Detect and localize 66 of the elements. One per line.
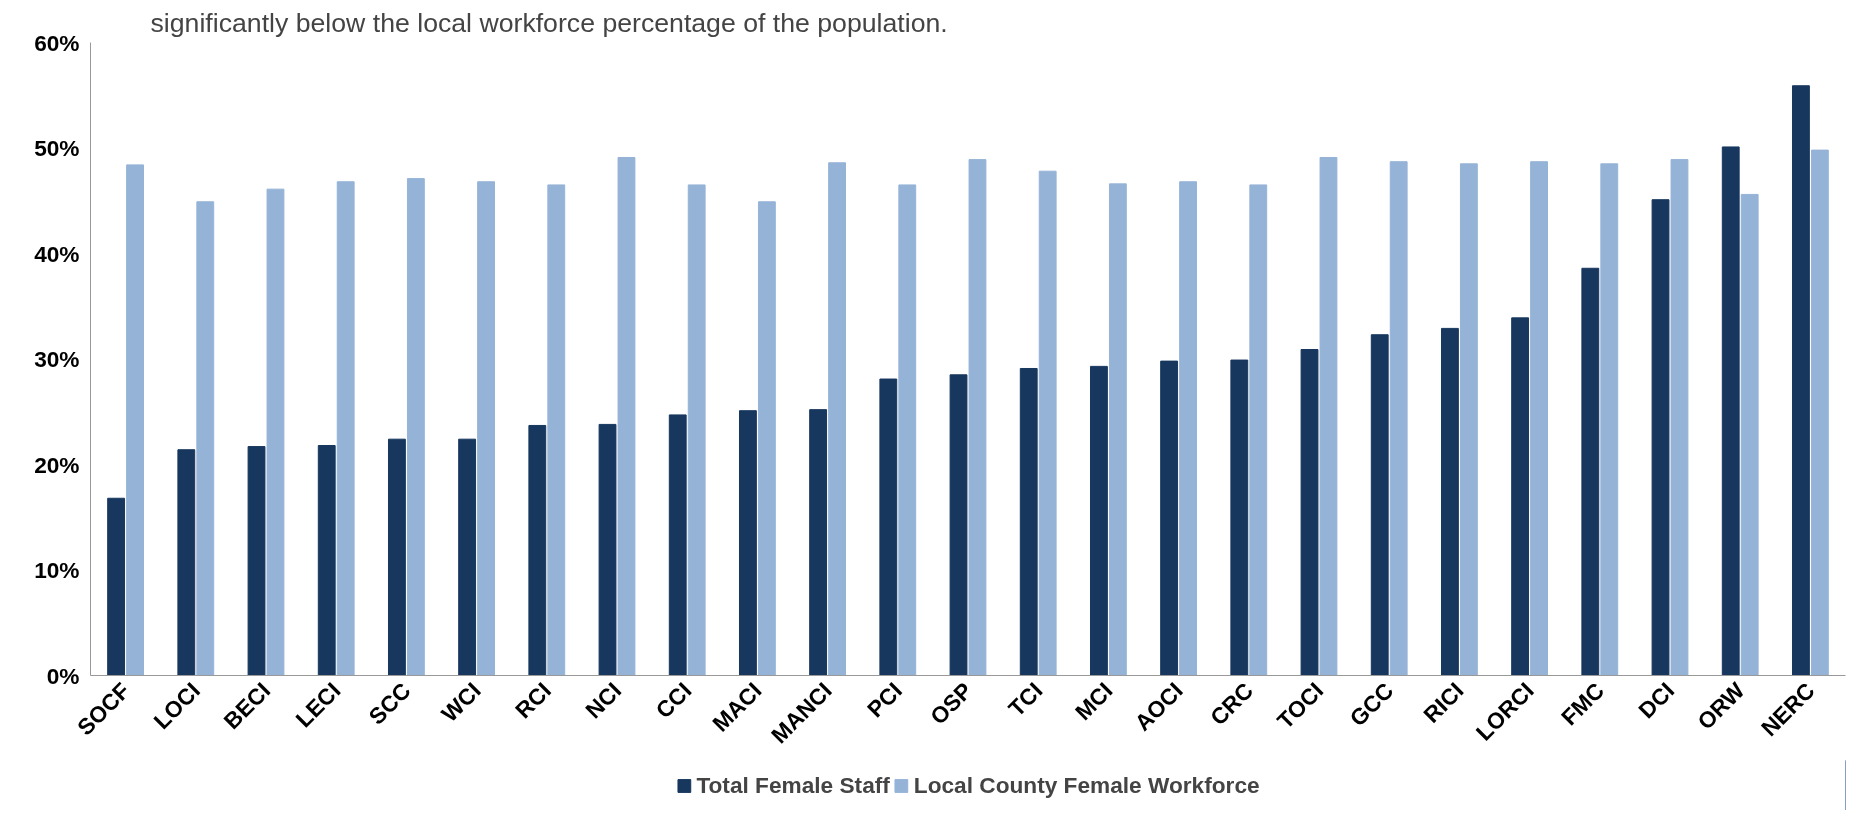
bar bbox=[1459, 163, 1478, 676]
bar bbox=[547, 184, 566, 676]
y-tick-label: 40% bbox=[34, 240, 80, 267]
bar bbox=[1511, 317, 1530, 676]
bar bbox=[1600, 163, 1619, 676]
bar bbox=[1249, 184, 1268, 676]
bar bbox=[1300, 349, 1319, 676]
bar bbox=[598, 423, 617, 676]
bar bbox=[617, 156, 636, 676]
bar bbox=[1038, 170, 1057, 676]
bar bbox=[1441, 327, 1459, 676]
bar bbox=[107, 497, 126, 676]
legend-label: Total Female Staff bbox=[696, 771, 890, 799]
bar bbox=[1108, 183, 1127, 676]
x-tick-label: TCI bbox=[1003, 677, 1048, 722]
bar bbox=[1581, 267, 1600, 676]
bar bbox=[879, 378, 898, 676]
bar bbox=[1389, 161, 1408, 676]
bar bbox=[949, 374, 968, 676]
bar bbox=[1792, 85, 1810, 676]
bar bbox=[388, 438, 406, 676]
bar bbox=[1160, 360, 1179, 676]
bar bbox=[477, 181, 495, 676]
bar bbox=[406, 178, 425, 676]
bar bbox=[898, 184, 917, 676]
bar bbox=[458, 438, 477, 676]
x-tick-label: PCI bbox=[861, 677, 907, 723]
bar bbox=[1319, 156, 1338, 676]
bar bbox=[757, 201, 776, 676]
legend-label: Local County Female Workforce bbox=[913, 771, 1260, 799]
y-tick-label: 20% bbox=[34, 451, 80, 478]
bar bbox=[1810, 149, 1829, 676]
y-tick-label: 60% bbox=[34, 29, 80, 56]
bar bbox=[247, 446, 266, 676]
bar bbox=[809, 409, 828, 676]
bar bbox=[196, 201, 215, 676]
bar bbox=[317, 445, 336, 676]
bar bbox=[687, 184, 706, 676]
bar bbox=[177, 449, 196, 676]
x-tick-label: NCI bbox=[580, 677, 627, 724]
bar bbox=[1651, 199, 1670, 676]
x-tick-label: DCI bbox=[1633, 677, 1680, 724]
bar bbox=[1740, 193, 1759, 676]
y-tick-label: 50% bbox=[34, 135, 80, 161]
bar bbox=[266, 188, 285, 676]
y-tick-label: 30% bbox=[34, 346, 80, 372]
bar bbox=[126, 164, 144, 676]
bar bbox=[1370, 334, 1389, 676]
bar bbox=[668, 414, 687, 676]
bar bbox=[1019, 367, 1038, 676]
y-tick-label: 0% bbox=[46, 662, 80, 689]
chart-title: significantly below the local workforce percentage of the population. bbox=[150, 7, 948, 38]
y-tick-label: 10% bbox=[34, 557, 80, 583]
bar bbox=[1230, 359, 1249, 676]
bar bbox=[528, 424, 547, 676]
bar bbox=[739, 410, 757, 676]
bar bbox=[1090, 365, 1108, 676]
bar bbox=[968, 159, 987, 676]
bar bbox=[336, 181, 355, 676]
bar bbox=[1670, 159, 1689, 676]
bar bbox=[1179, 181, 1197, 676]
bar bbox=[1530, 161, 1548, 676]
bar bbox=[1721, 146, 1740, 676]
x-tick-label: CCI bbox=[650, 677, 697, 724]
x-tick-label: RCI bbox=[510, 677, 556, 724]
bar bbox=[828, 162, 846, 676]
